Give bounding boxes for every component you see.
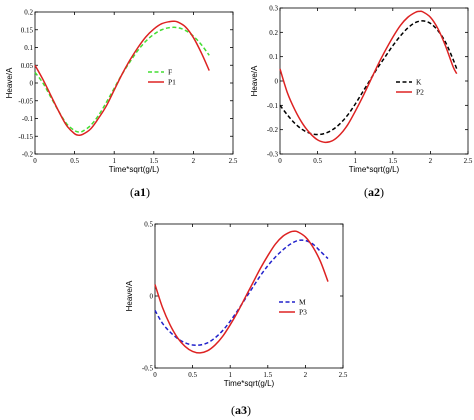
x-tick-label: 1.5 xyxy=(388,157,397,165)
x-tick-label: 0 xyxy=(153,371,157,379)
y-tick-label: 0 xyxy=(150,293,154,301)
y-tick-label: 0.3 xyxy=(269,5,278,13)
y-tick-label: 0.1 xyxy=(269,53,278,61)
x-axis-label: Time*sqrt(g/L) xyxy=(349,165,400,174)
y-axis-label: Heave/A xyxy=(250,65,259,96)
legend-label-k: K xyxy=(416,78,422,87)
series-line-p2 xyxy=(279,10,458,144)
series-line-f xyxy=(34,26,210,133)
y-tick-label: -0.1 xyxy=(22,115,34,123)
x-axis-label: Time*sqrt(g/L) xyxy=(109,165,160,174)
y-tick-label: 0.05 xyxy=(21,62,34,70)
y-tick-label: -0.15 xyxy=(18,133,33,141)
y-tick-label: -0.3 xyxy=(267,151,279,159)
legend-label-f: F xyxy=(168,68,172,77)
x-tick-label: 1 xyxy=(112,157,116,165)
series-line-p3 xyxy=(154,230,329,354)
x-tick-label: 1 xyxy=(228,371,232,379)
y-axis-label: Heave/A xyxy=(5,67,14,98)
y-tick-label: 0.1 xyxy=(24,44,33,52)
x-tick-label: 2 xyxy=(429,157,433,165)
y-tick-label: -0.05 xyxy=(18,97,33,105)
y-tick-label: 0.5 xyxy=(144,221,153,229)
y-tick-label: 0.15 xyxy=(21,26,34,34)
caption-a1: (a1) xyxy=(130,185,150,199)
legend-label-p1: P1 xyxy=(168,78,176,87)
x-axis-label: Time*sqrt(g/L) xyxy=(224,379,275,388)
x-tick-label: 1.5 xyxy=(263,371,272,379)
x-tick-label: 2.5 xyxy=(229,157,238,165)
legend-label-p2: P2 xyxy=(416,88,424,97)
chart-a2: 0 0.5 1 1.5 2 2.5 -0.3 -0.2 -0.1 0 0.1 0.2 0.3 Time*s… xyxy=(250,5,473,175)
legend-label-p3: P3 xyxy=(299,308,307,317)
y-axis-label: Heave/A xyxy=(125,280,134,311)
chart-a1: 0 0.5 1 1.5 2 2.5 -0.2 -0.15 -0.1 -0.05 0 0.05 0.1 0.… xyxy=(5,9,238,175)
chart-a3: 0 0.5 1 1.5 2 2.5-0.500.5Time*sqrt(g/L)Heave/… xyxy=(125,221,348,389)
series-line-k xyxy=(279,20,458,136)
legend-label-m: M xyxy=(299,298,306,307)
x-tick-label: 0 xyxy=(33,157,37,165)
x-tick-label: 1 xyxy=(353,157,357,165)
y-tick-label: -0.1 xyxy=(267,102,279,110)
y-tick-label: -0.5 xyxy=(142,365,154,373)
y-tick-label: 0 xyxy=(30,80,34,88)
plot-frame xyxy=(34,11,234,155)
x-tick-label: 0.5 xyxy=(188,371,197,379)
series-line-m xyxy=(154,239,329,346)
x-tick-label: 1.5 xyxy=(149,157,158,165)
x-tick-label: 2 xyxy=(304,371,308,379)
x-tick-label: 0.5 xyxy=(70,157,79,165)
x-tick-label: 0.5 xyxy=(313,157,322,165)
y-tick-label: -0.2 xyxy=(267,126,279,134)
x-tick-label: 0 xyxy=(278,157,282,165)
x-tick-label: 2.5 xyxy=(464,157,473,165)
y-tick-label: 0.2 xyxy=(24,9,33,17)
y-tick-label: -0.2 xyxy=(22,151,34,159)
y-tick-label: 0.2 xyxy=(269,29,278,37)
caption-a3: (a3) xyxy=(231,403,251,417)
x-tick-label: 2.5 xyxy=(339,371,348,379)
y-tick-label: 0 xyxy=(275,78,279,86)
series-line-p1 xyxy=(34,20,210,137)
x-tick-label: 2 xyxy=(192,157,196,165)
caption-a2: (a2) xyxy=(364,185,384,199)
